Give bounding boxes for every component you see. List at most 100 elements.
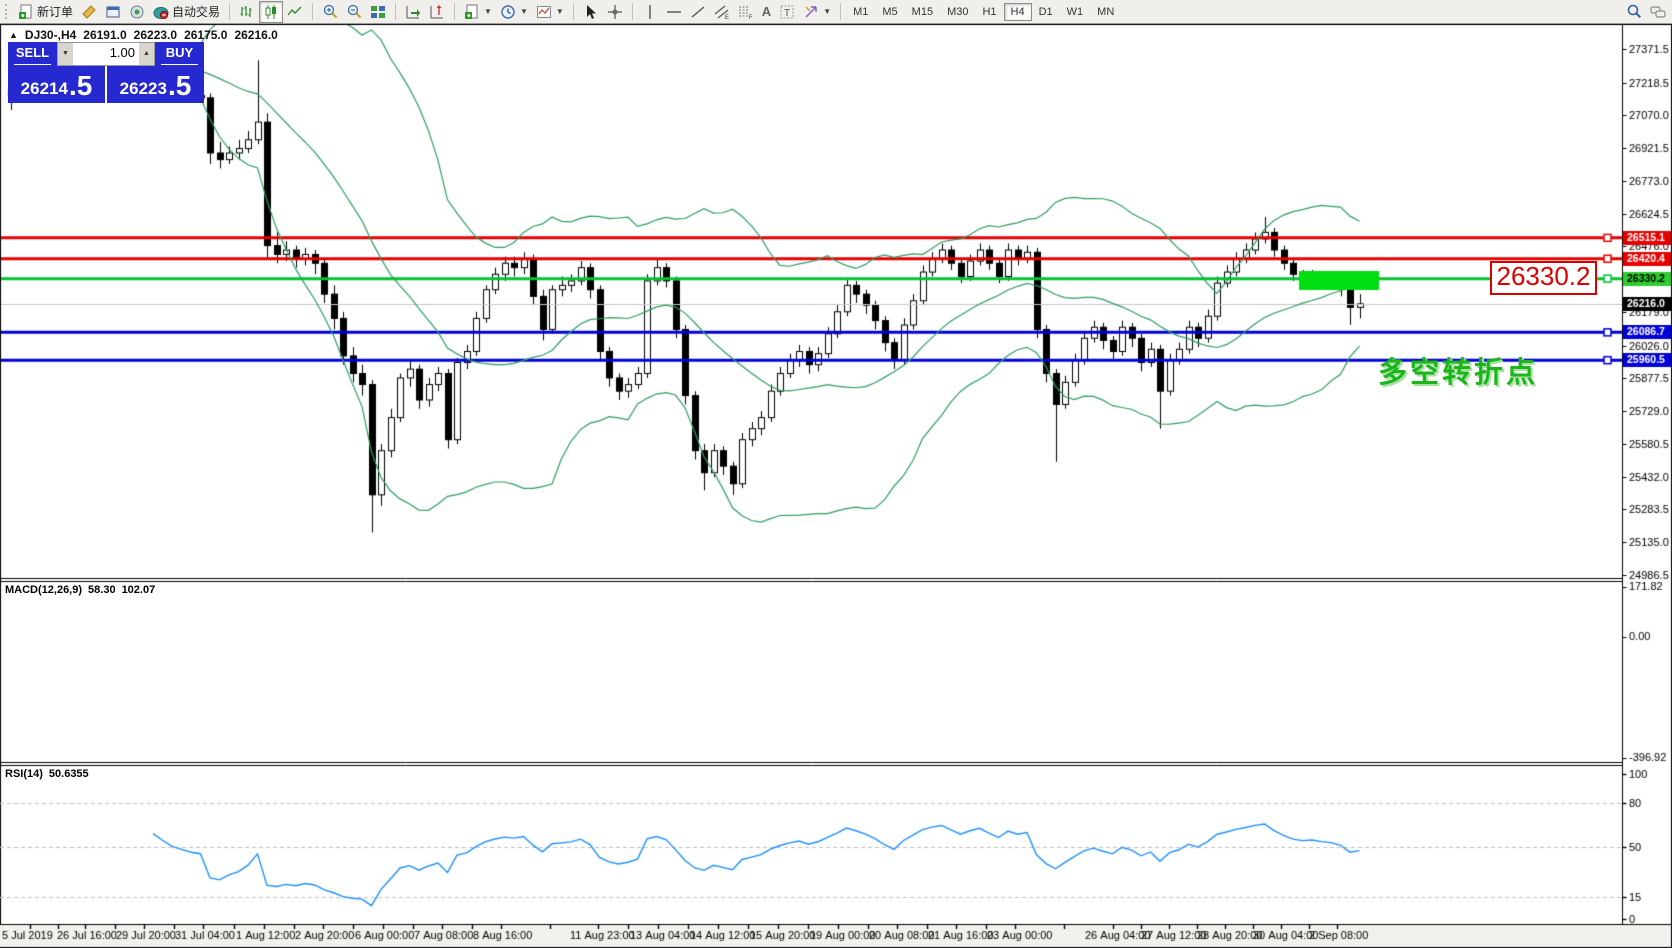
rsi-name: RSI(14) — [5, 768, 43, 780]
templates-icon — [536, 4, 552, 20]
toolbar-separator — [312, 3, 314, 20]
macd-label: MACD(12,26,9) 58.30 102.07 — [5, 584, 155, 596]
toolbar-separator — [229, 3, 231, 20]
fibonacci-button[interactable]: F — [734, 1, 758, 23]
timeframe-group: M1 M5 M15 M30 H1 H4 D1 W1 MN — [844, 1, 1123, 23]
market-watch-button[interactable] — [77, 1, 101, 23]
search-button[interactable] — [1622, 1, 1646, 23]
chart-ohlc-header: ▲ DJ30-,H4 26191.0 26223.0 26175.0 26216… — [9, 28, 278, 42]
volume-input[interactable]: 1.00 — [73, 43, 139, 65]
chart-shift-button[interactable] — [425, 1, 449, 23]
zoom-in-button[interactable] — [318, 1, 342, 23]
direction-up-icon: ▲ — [9, 30, 18, 40]
dropdown-caret-icon: ▼ — [555, 7, 564, 16]
horizontal-line-button[interactable] — [662, 1, 686, 23]
one-click-trade-panel: SELL ▼ 1.00 ▲ BUY 26214 .5 26223 .5 — [8, 42, 204, 103]
main-toolbar: 新订单 自动交易 — [0, 0, 1672, 24]
indicators-button[interactable]: ▼ — [460, 1, 496, 23]
macd-value: 58.30 — [88, 584, 116, 596]
tile-windows-button[interactable] — [366, 1, 390, 23]
vertical-line-button[interactable] — [638, 1, 662, 23]
label-tool-button[interactable]: T — [775, 1, 799, 23]
text-tool-label: A — [761, 4, 772, 19]
templates-button[interactable]: ▼ — [532, 1, 568, 23]
ohlc-low: 26175.0 — [184, 28, 228, 42]
ohlc-high: 26223.0 — [133, 28, 178, 42]
buy-button[interactable]: BUY — [155, 42, 204, 66]
toolbar-drag-handle[interactable] — [5, 4, 11, 19]
timeframe-m15-button[interactable]: M15 — [911, 5, 934, 18]
toolbar-separator — [631, 3, 633, 20]
zoom-out-icon — [346, 4, 362, 20]
shapes-icon — [803, 4, 819, 20]
sell-price[interactable]: 26214 .5 — [8, 66, 105, 103]
svg-text:F: F — [749, 15, 753, 20]
macd-signal-value: 102.07 — [121, 584, 156, 596]
macd-name: MACD(12,26,9) — [5, 584, 83, 596]
toolbar-separator — [454, 3, 456, 20]
timeframe-m30-button[interactable]: M30 — [947, 5, 969, 18]
volume-down-button[interactable]: ▼ — [58, 43, 73, 65]
sell-price-main: 26214 — [20, 79, 68, 98]
chat-button[interactable] — [1646, 1, 1670, 23]
auto-scroll-button[interactable] — [401, 1, 425, 23]
timeframe-d1-button[interactable]: D1 — [1038, 5, 1053, 18]
zoom-out-button[interactable] — [342, 1, 366, 23]
timeframe-m1-button[interactable]: M1 — [853, 5, 869, 18]
rsi-label: RSI(14) 50.6355 — [5, 768, 89, 780]
periods-button[interactable]: ▼ — [496, 1, 532, 23]
toolbar-separator — [572, 3, 574, 20]
chat-icon — [1650, 4, 1666, 20]
toolbar-separator — [395, 3, 397, 20]
label-tool-icon: T — [779, 4, 795, 20]
toolbar-separator — [840, 3, 842, 20]
sell-button[interactable]: SELL — [8, 42, 57, 66]
crosshair-button[interactable] — [603, 1, 627, 23]
candlestick-chart-icon — [263, 4, 279, 20]
svg-text:T: T — [784, 8, 790, 19]
search-icon — [1626, 4, 1642, 20]
dropdown-caret-icon: ▼ — [823, 7, 832, 16]
chart-symbol: DJ30-,H4 — [24, 28, 77, 42]
line-chart-icon — [287, 4, 303, 20]
new-order-label: 新订单 — [37, 5, 74, 19]
timeframe-h1-button[interactable]: H1 — [982, 5, 997, 18]
trendline-icon — [690, 4, 706, 20]
channel-button[interactable]: E — [710, 1, 734, 23]
autotrading-button[interactable]: 自动交易 — [149, 1, 224, 23]
tile-windows-icon — [370, 4, 386, 20]
autotrading-icon — [153, 4, 169, 20]
volume-up-button[interactable]: ▲ — [139, 43, 154, 65]
channel-icon: E — [714, 4, 730, 21]
strategy-tester-icon — [129, 4, 145, 20]
bar-chart-button[interactable] — [235, 1, 259, 23]
candlestick-chart-button[interactable] — [259, 0, 284, 23]
indicators-icon — [464, 4, 480, 20]
price-callout-box[interactable]: 26330.2 — [1490, 261, 1597, 295]
line-chart-button[interactable] — [283, 1, 307, 23]
zoom-in-icon — [322, 4, 338, 20]
timeframe-mn-button[interactable]: MN — [1097, 5, 1115, 18]
cursor-button[interactable] — [579, 1, 603, 23]
timeframe-w1-button[interactable]: W1 — [1066, 5, 1084, 18]
shapes-button[interactable]: ▼ — [799, 1, 835, 23]
timeframe-m5-button[interactable]: M5 — [882, 5, 898, 18]
turning-point-note[interactable]: 多空转折点 — [1378, 357, 1539, 389]
new-order-button[interactable]: 新订单 — [14, 1, 77, 23]
ohlc-open: 26191.0 — [83, 28, 127, 42]
crosshair-icon — [607, 4, 623, 20]
dropdown-caret-icon: ▼ — [484, 7, 492, 16]
timeframe-h4-button[interactable]: H4 — [1003, 2, 1032, 21]
new-order-icon — [18, 4, 34, 20]
strategy-tester-button[interactable] — [125, 1, 149, 23]
autotrading-label: 自动交易 — [172, 5, 221, 19]
trendline-button[interactable] — [686, 1, 710, 23]
data-window-button[interactable] — [101, 1, 125, 23]
ohlc-close: 26216.0 — [234, 28, 278, 42]
fibonacci-icon: F — [738, 4, 754, 21]
buy-price[interactable]: 26223 .5 — [107, 66, 204, 103]
market-watch-icon — [81, 4, 97, 20]
text-tool-button[interactable]: A — [758, 1, 775, 23]
auto-scroll-icon — [405, 4, 421, 20]
